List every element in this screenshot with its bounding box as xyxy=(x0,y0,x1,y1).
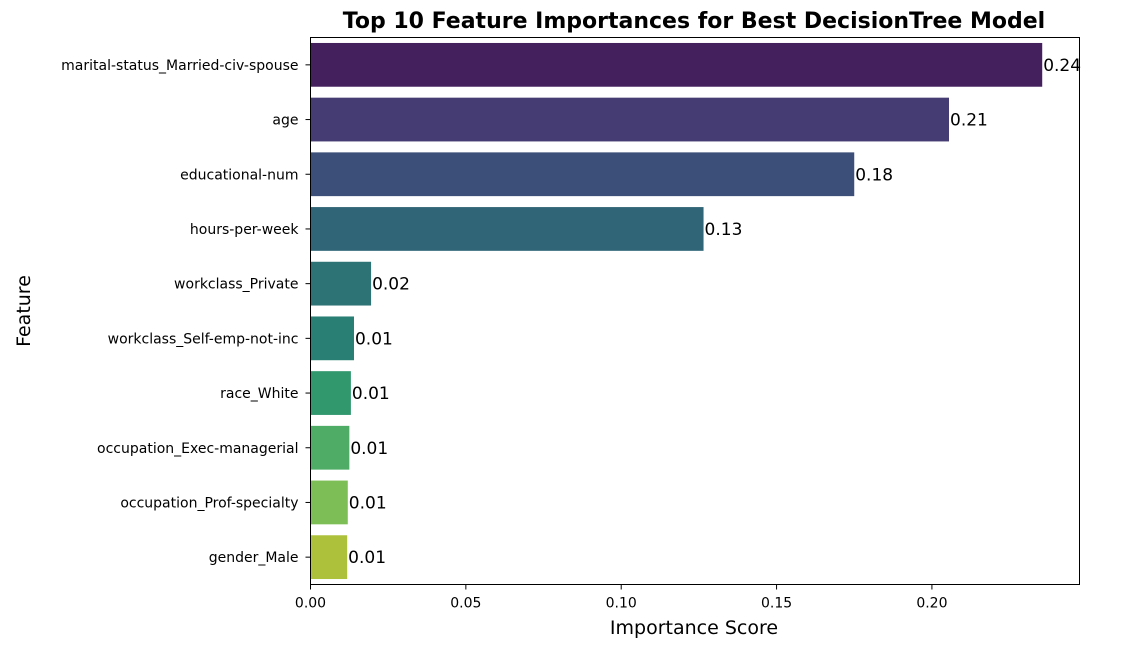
bar-occupation_Prof-specialty xyxy=(310,480,348,525)
bar-occupation_Exec-managerial xyxy=(310,425,350,470)
plot-frame xyxy=(310,37,1080,585)
data-label-hours-per-week: 0.13 xyxy=(705,220,743,240)
bar-hours-per-week xyxy=(310,207,704,251)
x-tick-label: 0.00 xyxy=(295,596,326,612)
y-tick-label-marital-status_Married-civ-spouse: marital-status_Married-civ-spouse xyxy=(61,58,298,74)
y-tick-label-hours-per-week: hours-per-week xyxy=(190,222,300,238)
bar-marital-status_Married-civ-spouse xyxy=(310,42,1043,87)
data-label-gender_Male: 0.01 xyxy=(348,548,386,568)
data-label-occupation_Exec-managerial: 0.01 xyxy=(350,439,388,459)
y-tick-label-educational-num: educational-num xyxy=(180,167,298,183)
data-label-workclass_Private: 0.02 xyxy=(372,275,410,295)
x-tick-label: 0.05 xyxy=(450,596,481,612)
y-tick-label-workclass_Private: workclass_Private xyxy=(174,277,298,293)
x-tick-label: 0.20 xyxy=(916,596,947,612)
bar-workclass_Self-emp-not-inc xyxy=(310,316,354,361)
y-tick-label-occupation_Prof-specialty: occupation_Prof-specialty xyxy=(120,495,298,511)
bar-workclass_Private xyxy=(310,261,372,306)
bar-gender_Male xyxy=(310,535,348,580)
bar-educational-num xyxy=(310,152,855,197)
bars-group: 0.24 0.21 0.18 0.13 0.02 0.01 0.01 0.01 0.01 0.01 xyxy=(310,42,1081,580)
data-label-educational-num: 0.18 xyxy=(855,165,893,185)
y-tick-label-age: age xyxy=(272,113,298,129)
x-tick-label: 0.10 xyxy=(606,596,637,612)
y-axis-label: Feature xyxy=(13,275,35,347)
data-label-age: 0.21 xyxy=(950,111,988,131)
chart-title: Top 10 Feature Importances for Best Deci… xyxy=(343,9,1045,34)
data-label-occupation_Prof-specialty: 0.01 xyxy=(349,493,387,513)
y-tick-label-workclass_Self-emp-not-inc: workclass_Self-emp-not-inc xyxy=(108,331,299,347)
y-tick-label-race_White: race_White xyxy=(220,386,298,402)
data-label-race_White: 0.01 xyxy=(352,384,390,404)
x-tick-label: 0.15 xyxy=(761,596,792,612)
bar-age xyxy=(310,97,950,142)
bar-race_White xyxy=(310,371,351,415)
y-tick-label-occupation_Exec-managerial: occupation_Exec-managerial xyxy=(97,441,298,457)
x-axis-label: Importance Score xyxy=(610,617,778,639)
data-label-marital-status_Married-civ-spouse: 0.24 xyxy=(1043,56,1081,76)
y-tick-label-gender_Male: gender_Male xyxy=(209,550,299,566)
data-label-workclass_Self-emp-not-inc: 0.01 xyxy=(355,329,393,349)
x-ticks: 0.00 0.05 0.10 0.15 0.20 xyxy=(295,584,948,612)
